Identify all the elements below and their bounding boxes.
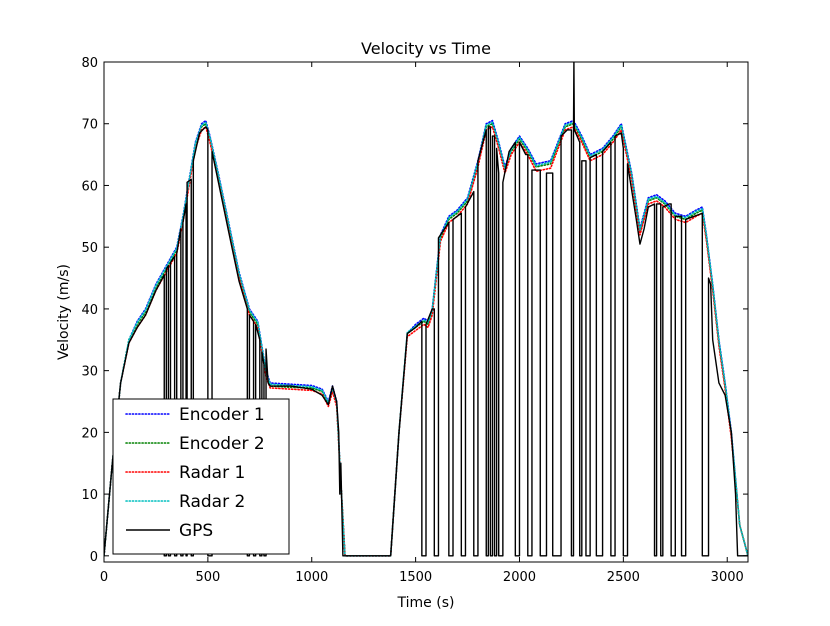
x-tick-label: 1000 [295,570,328,585]
y-axis-label: Velocity (m/s) [56,264,72,360]
series-line-gps [104,62,748,557]
legend-label-radar-2: Radar 2 [179,492,245,512]
x-tick-label: 3000 [711,570,744,585]
y-tick-label: 20 [81,426,98,441]
y-tick-label: 50 [81,241,98,256]
x-tick-label: 1500 [399,570,432,585]
y-tick-label: 10 [81,488,98,503]
x-tick-label: 2000 [503,570,536,585]
y-tick-label: 40 [81,303,98,318]
x-tick-label: 0 [100,570,108,585]
x-tick-label: 2500 [607,570,640,585]
x-axis-label: Time (s) [397,595,455,611]
y-tick-label: 70 [81,118,98,133]
y-tick-label: 60 [81,179,98,194]
y-tick-label: 30 [81,365,98,380]
plot-frame [103,61,749,563]
x-tick-label: 500 [195,570,220,585]
y-tick-label: 80 [81,56,98,71]
legend-label-encoder-2: Encoder 2 [179,434,265,454]
legend-label-gps: GPS [179,521,213,541]
legend-box [112,398,290,555]
legend-label-radar-1: Radar 1 [179,463,245,483]
legend-label-encoder-1: Encoder 1 [179,405,265,425]
chart-title: Velocity vs Time [361,39,491,58]
y-tick-label: 0 [90,550,98,565]
